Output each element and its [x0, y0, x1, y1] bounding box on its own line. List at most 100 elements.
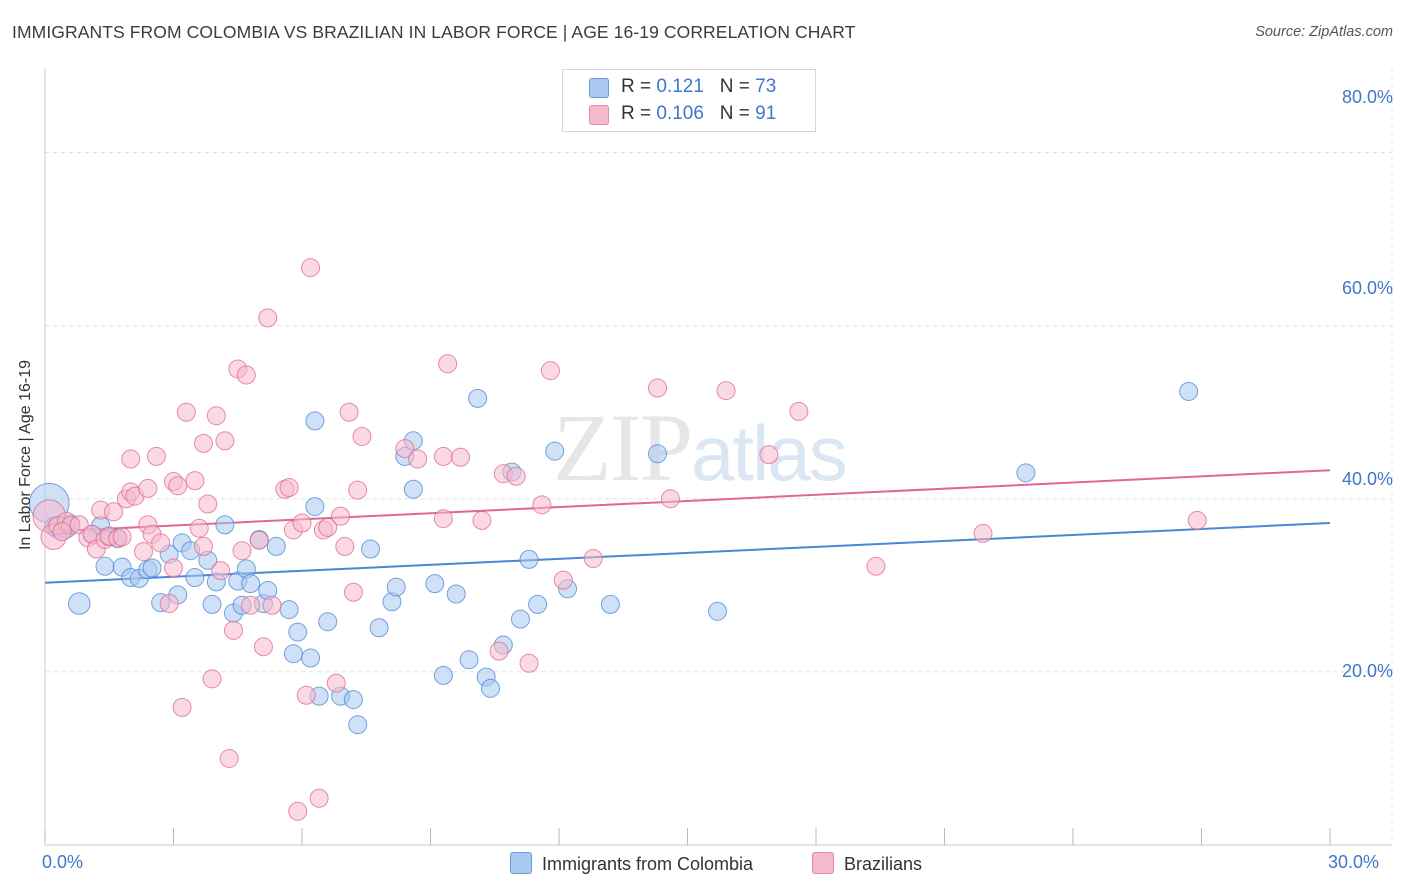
data-point-brazilians	[164, 558, 183, 578]
data-point-brazilians	[223, 620, 243, 640]
data-point-colombia	[283, 644, 303, 664]
legend-n-label: N =	[719, 103, 756, 124]
data-point-brazilians	[866, 556, 886, 576]
data-point-colombia	[433, 665, 453, 685]
legend-r-label: R =	[621, 103, 657, 124]
data-point-brazilians	[759, 445, 779, 465]
data-point-brazilians	[789, 401, 809, 421]
data-point-brazilians	[202, 669, 222, 689]
data-point-colombia	[648, 444, 668, 464]
bottom-legend-item-brazilians: Brazilians	[812, 852, 922, 875]
data-point-brazilians	[309, 788, 329, 808]
data-point-colombia	[305, 497, 325, 517]
data-point-brazilians	[172, 697, 192, 717]
data-point-brazilians	[151, 533, 171, 553]
data-point-brazilians	[219, 748, 239, 768]
legend-swatch	[589, 105, 609, 125]
legend-n-value: 73	[755, 76, 777, 97]
bottom-legend-item-colombia: Immigrants from Colombia	[510, 852, 753, 875]
data-point-colombia	[288, 622, 308, 642]
data-point-brazilians	[433, 509, 453, 529]
data-point-brazilians	[540, 361, 560, 381]
data-point-brazilians	[395, 439, 415, 459]
data-point-colombia	[386, 577, 406, 597]
data-point-brazilians	[121, 449, 141, 469]
data-point-brazilians	[258, 308, 278, 328]
data-point-brazilians	[331, 506, 351, 526]
data-point-colombia	[459, 650, 479, 670]
data-point-brazilians	[532, 495, 552, 515]
data-point-colombia	[600, 594, 620, 614]
watermark-zip: ZIP	[553, 394, 693, 501]
data-point-brazilians	[583, 549, 603, 569]
data-point-brazilians	[326, 673, 346, 693]
data-point-colombia	[480, 678, 500, 698]
data-point-colombia	[707, 601, 727, 621]
data-point-brazilians	[146, 446, 166, 466]
data-point-brazilians	[450, 447, 470, 467]
legend-swatch	[589, 78, 609, 98]
y-axis-label: In Labor Force | Age 16-19	[17, 359, 34, 551]
data-point-colombia	[305, 411, 325, 431]
data-point-brazilians	[198, 494, 218, 514]
trend-line-colombia	[44, 522, 1331, 584]
data-point-brazilians	[104, 502, 124, 522]
data-point-brazilians	[292, 513, 312, 533]
trend-lines	[44, 469, 1331, 584]
data-point-brazilians	[348, 480, 368, 500]
data-point-brazilians	[296, 685, 316, 705]
data-point-colombia	[361, 539, 381, 559]
legend-label: Immigrants from Colombia	[542, 854, 754, 874]
data-point-brazilians	[193, 433, 213, 453]
data-point-brazilians	[438, 354, 458, 374]
data-point-brazilians	[138, 478, 158, 498]
data-point-brazilians	[1187, 510, 1207, 530]
data-point-brazilians	[253, 637, 273, 657]
data-point-brazilians	[249, 530, 269, 550]
data-point-brazilians	[716, 381, 736, 401]
data-point-brazilians	[52, 522, 72, 542]
data-point-brazilians	[660, 489, 680, 509]
data-point-brazilians	[506, 466, 526, 486]
data-point-colombia	[519, 549, 539, 569]
data-point-brazilians	[206, 406, 226, 426]
data-point-colombia	[545, 441, 565, 461]
y-tick-label: 20.0%	[1341, 661, 1393, 681]
legend-r-value: 0.106	[656, 103, 704, 124]
data-point-brazilians	[335, 536, 355, 556]
data-point-brazilians	[262, 595, 282, 615]
y-tick-label: 60.0%	[1341, 278, 1393, 298]
data-point-colombia	[241, 574, 261, 594]
data-point-colombia	[528, 594, 548, 614]
data-point-brazilians	[279, 478, 299, 498]
data-point-colombia	[202, 594, 222, 614]
data-point-brazilians	[343, 582, 363, 602]
data-point-brazilians	[339, 402, 359, 422]
data-point-colombia	[369, 618, 389, 638]
data-point-brazilians	[193, 536, 213, 556]
data-point-colombia	[142, 558, 162, 578]
data-point-colombia	[279, 600, 299, 620]
data-point-colombia	[318, 612, 338, 632]
legend-swatch	[812, 852, 834, 874]
data-point-brazilians	[176, 402, 196, 422]
watermark: ZIPatlas	[553, 392, 848, 503]
data-point-brazilians	[973, 523, 993, 543]
data-point-brazilians	[301, 258, 321, 278]
data-point-brazilians	[134, 542, 154, 562]
data-point-brazilians	[211, 561, 231, 581]
data-point-brazilians	[189, 518, 209, 538]
data-points	[28, 258, 1207, 821]
data-point-brazilians	[185, 471, 205, 491]
data-point-brazilians	[215, 431, 235, 451]
data-point-brazilians	[519, 653, 539, 673]
data-point-brazilians	[318, 517, 338, 537]
legend: R = 0.121 N = 73 R = 0.106 N = 91	[562, 69, 816, 132]
data-point-colombia	[343, 690, 363, 710]
data-point-colombia	[215, 515, 235, 535]
data-point-colombia	[1016, 463, 1036, 483]
data-point-brazilians	[236, 365, 256, 385]
data-point-colombia	[348, 715, 368, 735]
legend-r-label: R =	[621, 76, 657, 97]
data-point-colombia	[185, 568, 205, 588]
